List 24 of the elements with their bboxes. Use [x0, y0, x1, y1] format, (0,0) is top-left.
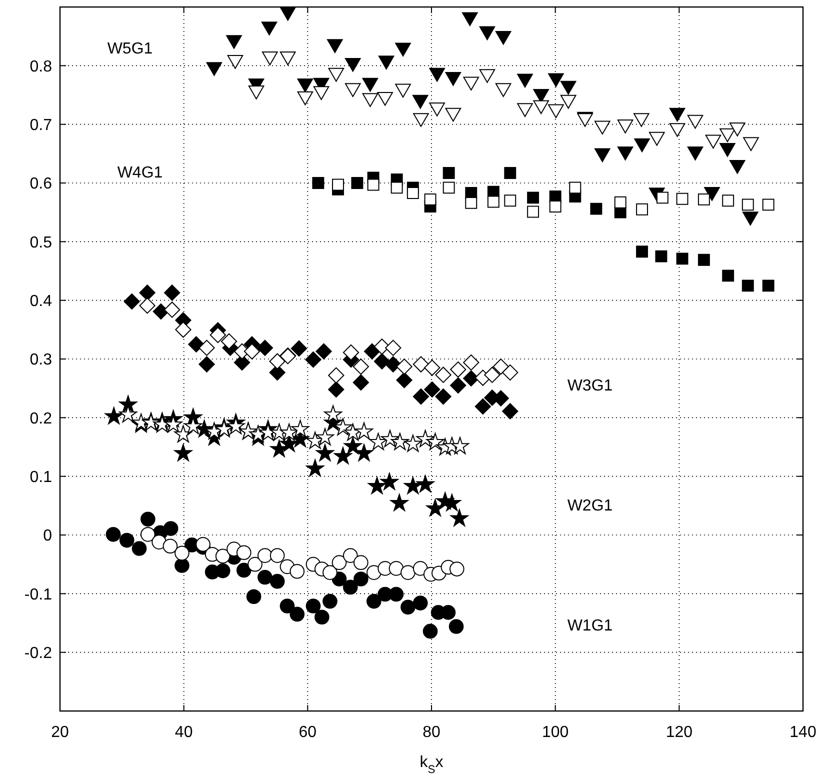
x-axis-title: k$_{S}$x — [420, 754, 444, 776]
x-tick-label: 140 — [790, 724, 816, 741]
annotation: W4G1 — [117, 164, 163, 182]
x-tick-label: 40 — [174, 724, 193, 741]
x-tick-label: 100 — [542, 724, 569, 741]
x-tick-label: 120 — [666, 724, 693, 741]
y-tick-label: 0 — [43, 528, 52, 545]
x-tick-label: 60 — [298, 724, 317, 741]
annotation: W2G1 — [567, 498, 613, 515]
y-tick-label: 0.6 — [30, 176, 52, 193]
annotation: W3G1 — [567, 378, 613, 395]
y-tick-label: 0.3 — [30, 352, 52, 369]
y-tick-label: 0.5 — [30, 234, 52, 252]
annotation: W5G1 — [107, 40, 153, 58]
annotation: W1G1 — [567, 618, 613, 635]
y-tick-label: 0.1 — [30, 468, 52, 486]
x-tick-label: 20 — [51, 724, 69, 741]
y-tick-label: 0.7 — [30, 116, 52, 134]
y-tick-label: 0.8 — [30, 58, 52, 76]
y-tick-label: 0.4 — [30, 292, 52, 310]
y-tick-label: -0.2 — [24, 644, 52, 662]
x-tick-label: 80 — [422, 724, 440, 741]
y-tick-label: 0.2 — [30, 410, 52, 428]
y-tick-label: -0.1 — [24, 586, 52, 604]
